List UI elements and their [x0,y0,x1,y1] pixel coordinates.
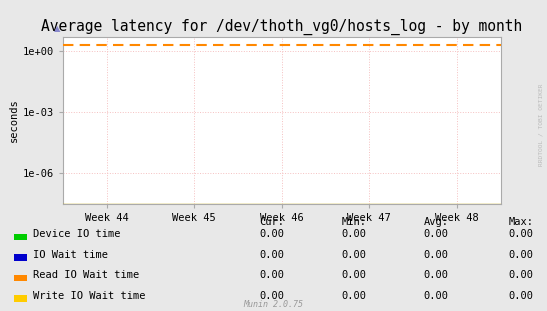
Text: 0.00: 0.00 [341,270,366,280]
Text: 0.00: 0.00 [259,270,284,280]
Text: 0.00: 0.00 [508,290,533,301]
Text: Write IO Wait time: Write IO Wait time [33,290,146,301]
Text: Read IO Wait time: Read IO Wait time [33,270,139,280]
Bar [14,275,27,281]
Bar [14,254,27,261]
Text: 0.00: 0.00 [423,249,449,260]
Text: 0.00: 0.00 [341,290,366,301]
Title: Average latency for /dev/thoth_vg0/hosts_log - by month: Average latency for /dev/thoth_vg0/hosts… [41,18,522,35]
Bar [14,295,27,302]
Text: 0.00: 0.00 [423,270,449,280]
Text: Munin 2.0.75: Munin 2.0.75 [243,300,304,309]
Text: 0.00: 0.00 [341,229,366,239]
Text: Min:: Min: [341,216,366,227]
Y-axis label: seconds: seconds [8,99,19,142]
Text: IO Wait time: IO Wait time [33,249,108,260]
Text: RRDTOOL / TOBI OETIKER: RRDTOOL / TOBI OETIKER [538,83,543,166]
Text: 0.00: 0.00 [259,229,284,239]
Text: Cur:: Cur: [259,216,284,227]
Text: ▲: ▲ [54,24,61,33]
Text: 0.00: 0.00 [508,270,533,280]
Bar [14,234,27,240]
Text: Avg:: Avg: [423,216,449,227]
Text: 0.00: 0.00 [341,249,366,260]
Text: 0.00: 0.00 [259,249,284,260]
Text: Device IO time: Device IO time [33,229,120,239]
Text: Max:: Max: [508,216,533,227]
Text: 0.00: 0.00 [423,229,449,239]
Text: 0.00: 0.00 [508,249,533,260]
Text: 0.00: 0.00 [259,290,284,301]
Text: 0.00: 0.00 [423,290,449,301]
Text: 0.00: 0.00 [508,229,533,239]
